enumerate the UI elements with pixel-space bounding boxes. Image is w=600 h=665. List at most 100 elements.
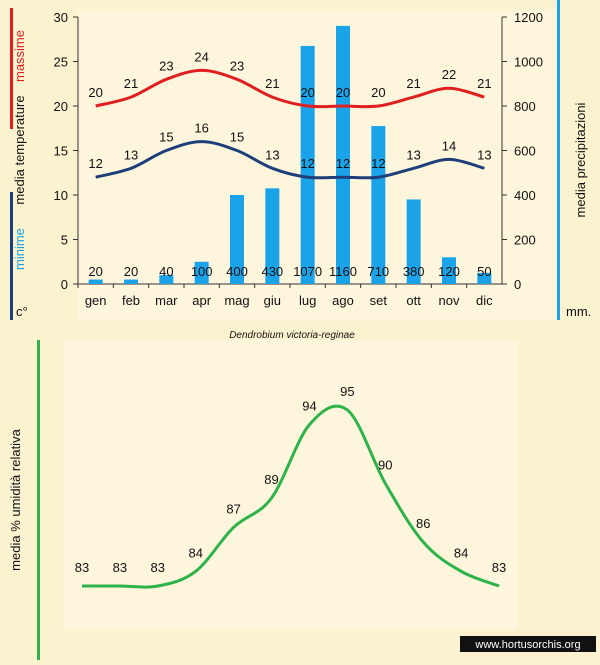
humidity-value-label: 83 (151, 560, 165, 575)
humidity-series: 83 83 83 84 87 89 94 95 90 86 84 83 (75, 384, 506, 589)
precip-value-label: 20 (124, 264, 138, 279)
min-temp-value-label: 14 (442, 138, 456, 153)
precip-bar (265, 188, 280, 284)
right-tick-label: 600 (514, 144, 536, 159)
max-temp-value-label: 23 (230, 58, 244, 73)
precip-value-label: 400 (226, 264, 248, 279)
precip-value-label: 710 (367, 264, 389, 279)
min-temp-value-label: 16 (194, 121, 208, 136)
precip-bar (336, 25, 350, 285)
humidity-value-label: 83 (492, 560, 506, 575)
max-temp-value-label: 22 (442, 67, 456, 82)
max-temp-value-label: 20 (336, 85, 350, 100)
precip-bar (88, 279, 103, 284)
watermark-box (460, 636, 596, 652)
temperature-lines (95, 68, 485, 180)
right-tick-label: 200 (514, 233, 536, 248)
max-temp-value-label: 20 (88, 85, 102, 100)
precip-bar (406, 199, 421, 284)
min-temp-value-label: 12 (336, 156, 350, 171)
left-tick-label: 0 (61, 277, 68, 292)
max-temp-value-label: 20 (371, 85, 385, 100)
right-tick-label: 800 (514, 99, 536, 114)
right-tick-label: 1200 (514, 10, 543, 25)
month-label: dic (476, 293, 493, 308)
humidity-axis-label: media % umidità relativa (8, 428, 23, 570)
precip-indicator-bar (557, 0, 560, 320)
precip-value-label: 430 (261, 264, 283, 279)
month-label: mar (155, 293, 178, 308)
month-label: mag (224, 293, 249, 308)
humidity-value-label: 84 (188, 545, 202, 560)
min-temp-indicator-bar (10, 192, 13, 320)
precip-value-label: 100 (191, 264, 213, 279)
precip-bar (477, 272, 492, 284)
precip-bar (442, 257, 456, 284)
min-temp-value-label: 15 (230, 130, 244, 145)
precip-value-label: 40 (159, 264, 173, 279)
left-tick-label: 5 (61, 233, 68, 248)
min-temp-value-label: 13 (124, 147, 138, 162)
precip-axis-label: media precipitazioni (573, 102, 588, 217)
min-temp-value-label: 12 (371, 156, 385, 171)
precip-value-label: 1160 (329, 264, 357, 279)
watermark-text: www.hortusorchis.org (474, 639, 580, 651)
precip-unit: mm. (566, 304, 591, 319)
right-tick-label: 400 (514, 188, 536, 203)
temperature-unit: c° (16, 304, 28, 319)
left-tick-label: 15 (54, 144, 68, 159)
humidity-chart-panel (63, 340, 518, 630)
month-label: feb (122, 293, 140, 308)
humidity-value-label: 87 (226, 501, 240, 516)
precip-value-label: 120 (438, 264, 460, 279)
max-temp-value-label: 21 (124, 76, 138, 91)
humidity-value-label: 83 (75, 560, 89, 575)
precip-value-label: 380 (403, 264, 425, 279)
max-temp-value-label: 21 (265, 76, 279, 91)
max-temp-value-label: 20 (300, 85, 314, 100)
precip-value-label: 50 (477, 264, 491, 279)
humidity-line (81, 404, 500, 589)
month-label: nov (439, 293, 460, 308)
left-tick-label: 30 (54, 10, 68, 25)
month-label: ago (332, 293, 354, 308)
month-label: ott (406, 293, 421, 308)
humidity-value-label: 94 (302, 399, 316, 414)
max-temp-value-label: 21 (477, 76, 491, 91)
min-temp-line (95, 140, 485, 180)
temperature-axis-label: media temperature (12, 95, 27, 204)
precip-bar (194, 261, 209, 284)
max-temp-value-label: 23 (159, 58, 173, 73)
humidity-value-label: 83 (113, 560, 127, 575)
max-temp-value-label: 24 (194, 49, 208, 64)
max-temp-label: massime (12, 30, 27, 82)
left-tick-label: 20 (54, 99, 68, 114)
month-label: lug (299, 293, 316, 308)
month-label: apr (192, 293, 211, 308)
precip-value-label: 20 (88, 264, 102, 279)
min-temp-value-label: 12 (300, 156, 314, 171)
data-labels: 20 20 40 100 400 430 1070 1160 710 380 120 50 20 21 23… (88, 49, 491, 279)
left-tick-label: 25 (54, 55, 68, 70)
month-label: set (370, 293, 388, 308)
right-tick-label: 1000 (514, 55, 543, 70)
min-temp-label: minime (12, 228, 27, 270)
humidity-indicator-bar (37, 340, 40, 660)
precip-value-label: 1070 (293, 264, 322, 279)
humidity-value-label: 90 (378, 457, 392, 472)
precip-bar (159, 275, 174, 284)
humidity-value-label: 95 (340, 384, 354, 399)
precip-bar (124, 279, 138, 284)
min-temp-value-label: 13 (477, 147, 491, 162)
right-tick-label: 0 (514, 277, 521, 292)
left-tick-label: 10 (54, 188, 68, 203)
species-caption: Dendrobium victoria-reginae (229, 330, 355, 341)
max-temp-value-label: 21 (406, 76, 420, 91)
month-label: gen (85, 293, 107, 308)
humidity-value-label: 89 (264, 472, 278, 487)
month-label: giu (264, 293, 281, 308)
max-temp-line (95, 68, 485, 109)
